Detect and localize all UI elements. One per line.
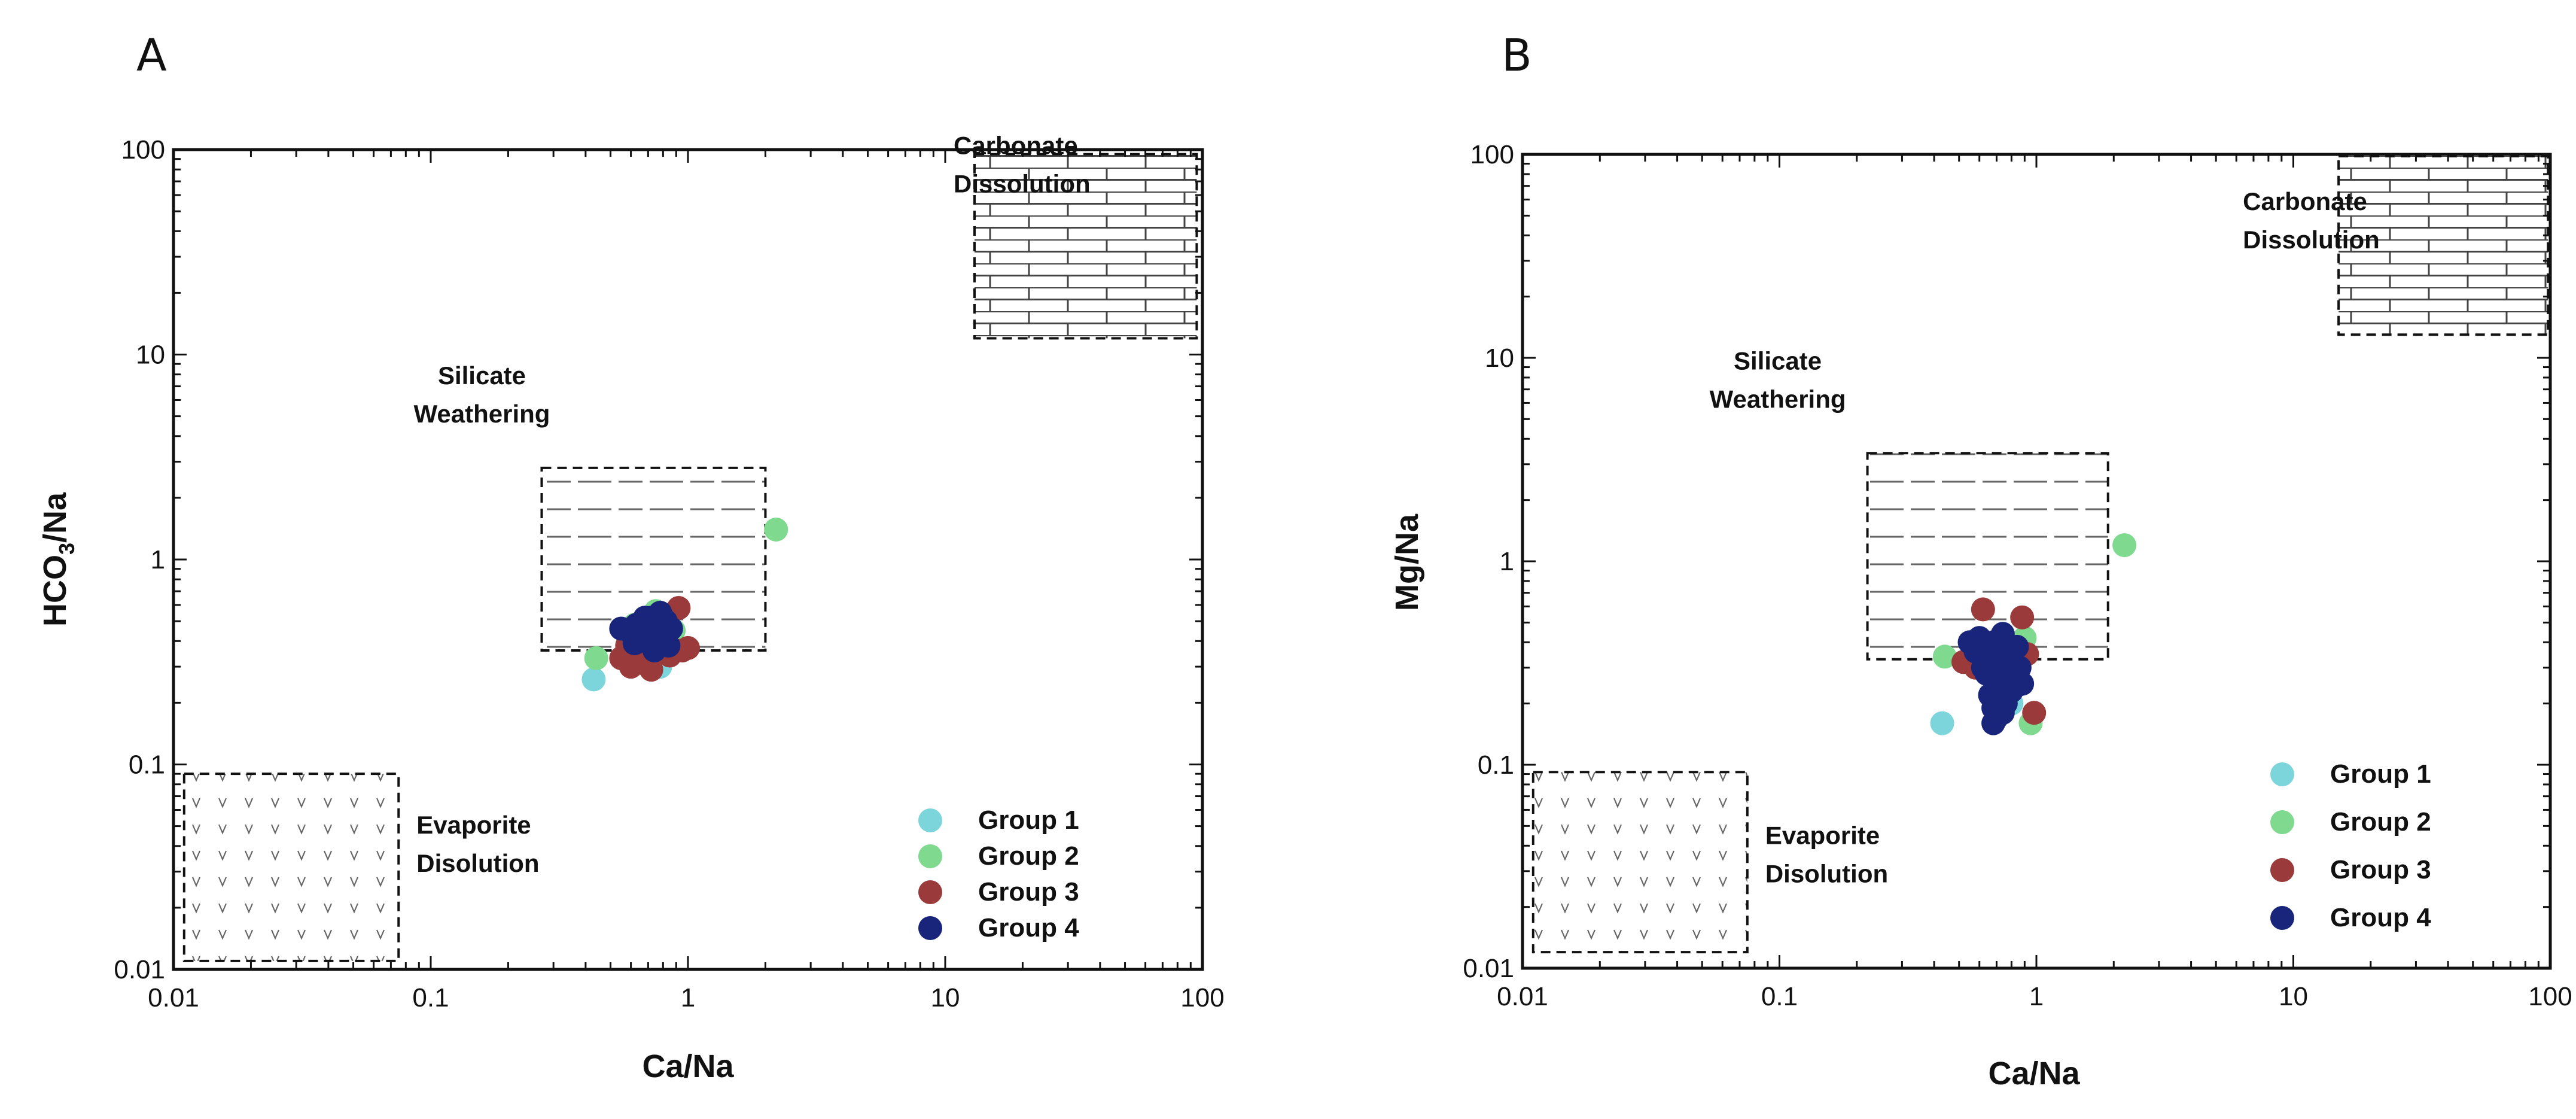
panel-b-legend-marker-3 bbox=[2270, 858, 2294, 882]
panel-b-x-tick-label: 1 bbox=[2029, 982, 2044, 1011]
panel-a-y-axis-title-tail: /Na bbox=[37, 492, 73, 543]
panel-b-y-tick-label: 100 bbox=[1470, 140, 1514, 169]
panel-b-point-group-4 bbox=[1971, 647, 1995, 671]
panel-b-legend-label-3: Group 3 bbox=[2330, 855, 2431, 884]
panel-b-region-carbonate-label-0: Carbonate bbox=[2243, 187, 2367, 215]
panel-b-point-group-4 bbox=[1993, 691, 2018, 716]
panel-b-region-silicate bbox=[1866, 452, 2109, 661]
panel-a-x-tick-label: 1 bbox=[681, 983, 695, 1012]
panel-a-region-silicate-label-1: Weathering bbox=[414, 400, 550, 428]
panel-b-x-tick-label: 10 bbox=[2279, 982, 2308, 1011]
panel-b-legend-label-4: Group 4 bbox=[2330, 903, 2431, 932]
panel-a-point-group-4 bbox=[642, 638, 666, 662]
panel-a-legend-marker-4 bbox=[918, 916, 942, 940]
panel-b-region-carbonate bbox=[2337, 154, 2550, 336]
panel-b-y-tick-label: 1 bbox=[1500, 547, 1514, 576]
panel-b-region-evaporite-label-1: Disolution bbox=[1765, 859, 1888, 887]
panel-a-legend-label-1: Group 1 bbox=[978, 805, 1079, 835]
panel-a-point-group-1 bbox=[581, 667, 606, 692]
panel-b-legend-marker-1 bbox=[2270, 762, 2294, 786]
panel-a-point-group-3 bbox=[639, 658, 663, 682]
panel-a-y-axis-title: HCO3/Na bbox=[37, 492, 79, 627]
panel-b-region-silicate-label-1: Weathering bbox=[1710, 385, 1846, 413]
panel-b-region-silicate-label-0: Silicate bbox=[1734, 346, 1822, 375]
panel-a-x-tick-label: 100 bbox=[1180, 983, 1224, 1012]
panel-b-region-evaporite-label-0: Evaporite bbox=[1765, 821, 1880, 849]
panel-b-point-group-4 bbox=[1996, 639, 2021, 664]
panel-a-region-evaporite bbox=[182, 773, 400, 962]
panel-b-legend: Group 1 Group 2 Group 3 Group 4 bbox=[2270, 759, 2431, 932]
panel-a-legend-label-2: Group 2 bbox=[978, 841, 1079, 871]
panel-b-y-axis-title: Mg/Na bbox=[1389, 513, 1425, 611]
panel-a-x-tick-label: 10 bbox=[931, 983, 960, 1012]
panel-b-point-group-2 bbox=[2112, 533, 2137, 558]
panel-b-y-tick-label: 0.01 bbox=[1463, 954, 1514, 983]
panel-a-point-group-2 bbox=[764, 517, 788, 542]
panel-b-region-carbonate-label-1: Dissolution bbox=[2243, 226, 2380, 254]
panel-b-x-axis-title: Ca/Na bbox=[1988, 1056, 2080, 1091]
panel-a-point-group-4 bbox=[629, 615, 654, 639]
panel-a-legend-marker-2 bbox=[918, 844, 942, 868]
panel-a-y-tick-label: 1 bbox=[151, 545, 165, 574]
panel-a-region-silicate-label-0: Silicate bbox=[438, 361, 526, 390]
panel-a-region-evaporite-label-0: Evaporite bbox=[416, 811, 531, 839]
panel-b-x-tick-label: 0.01 bbox=[1497, 982, 1548, 1011]
panel-a-region-carbonate-label-1: Dissolution bbox=[954, 170, 1091, 198]
panel-b-legend-label-1: Group 1 bbox=[2330, 759, 2431, 789]
panel-b-points bbox=[1930, 533, 2137, 735]
panel-a-legend-marker-3 bbox=[918, 880, 942, 904]
panel-b-region-evaporite bbox=[1531, 771, 1749, 954]
panel-b-legend-marker-4 bbox=[2270, 906, 2294, 930]
panel-a-ticks: 0.01 0.1 1 10 100 0.01 0.1 1 10 100 bbox=[114, 135, 1224, 1012]
panel-b-legend-label-2: Group 2 bbox=[2330, 807, 2431, 837]
panel-a-region-carbonate bbox=[973, 153, 1198, 340]
panel-b-point-group-3 bbox=[1971, 597, 1995, 622]
panel-a-y-tick-label: 0.1 bbox=[129, 750, 165, 780]
panel-a-label: A bbox=[136, 30, 167, 81]
panel-b-point-group-3 bbox=[2022, 701, 2047, 725]
panel-a-point-group-2 bbox=[584, 646, 608, 670]
panel-a-region-evaporite-label-1: Disolution bbox=[416, 849, 539, 877]
panel-a: A Carbonate Dissolution Silicate Weathering… bbox=[37, 30, 1225, 1084]
panel-a-y-axis-title-sub: 3 bbox=[54, 543, 79, 555]
panel-a-y-axis-title-main: HCO bbox=[37, 555, 73, 627]
panel-a-x-tick-label: 0.01 bbox=[148, 983, 199, 1012]
panel-b: B Carbonate Dissolution Silicate Weathering… bbox=[1389, 30, 2572, 1091]
panel-b-point-group-1 bbox=[1930, 711, 1954, 735]
panel-a-y-tick-label: 10 bbox=[136, 340, 165, 370]
panel-b-y-axis-title-main: Mg/Na bbox=[1389, 513, 1425, 611]
panel-a-legend-label-3: Group 3 bbox=[978, 877, 1079, 907]
panel-a-region-carbonate-label-0: Carbonate bbox=[954, 132, 1078, 160]
panel-a-points bbox=[581, 517, 788, 692]
panel-b-x-tick-label: 100 bbox=[2528, 982, 2572, 1011]
panel-b-label: B bbox=[1502, 30, 1532, 81]
panel-b-point-group-3 bbox=[2010, 605, 2035, 630]
panel-b-point-group-4 bbox=[1990, 671, 2015, 696]
panel-b-y-tick-label: 0.1 bbox=[1478, 750, 1514, 780]
panel-b-ticks: 0.01 0.1 1 10 100 0.01 0.1 1 10 100 bbox=[1463, 140, 2572, 1011]
panel-a-legend-marker-1 bbox=[918, 808, 942, 832]
panel-a-regions: Carbonate Dissolution Silicate Weathering Ev… bbox=[182, 132, 1198, 962]
panel-b-x-tick-label: 0.1 bbox=[1761, 982, 1798, 1011]
panel-a-y-tick-label: 100 bbox=[121, 135, 165, 165]
panel-b-y-tick-label: 10 bbox=[1485, 343, 1514, 373]
panel-a-y-tick-label: 0.01 bbox=[114, 955, 165, 984]
panel-a-x-tick-label: 0.1 bbox=[412, 983, 449, 1012]
panel-a-legend-label-4: Group 4 bbox=[978, 913, 1079, 942]
panel-a-x-axis-title: Ca/Na bbox=[642, 1048, 734, 1084]
panel-b-legend-marker-2 bbox=[2270, 810, 2294, 834]
panel-b-point-group-2 bbox=[1932, 644, 1957, 669]
panel-a-legend: Group 1 Group 2 Group 3 Group 4 bbox=[918, 805, 1079, 942]
